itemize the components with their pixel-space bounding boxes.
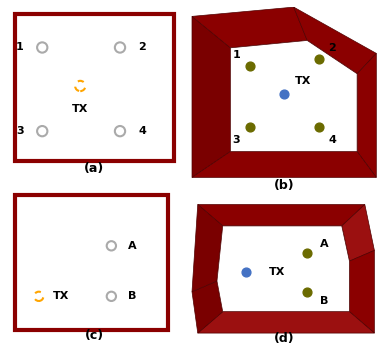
Point bbox=[316, 56, 322, 62]
Point bbox=[243, 269, 249, 275]
Polygon shape bbox=[192, 7, 307, 48]
Text: 3: 3 bbox=[232, 135, 240, 145]
Point bbox=[316, 125, 322, 130]
Point bbox=[304, 289, 310, 295]
Text: 3: 3 bbox=[16, 126, 23, 136]
Point bbox=[304, 251, 310, 256]
Point bbox=[117, 44, 123, 50]
Point bbox=[117, 128, 123, 134]
Text: (c): (c) bbox=[84, 329, 104, 342]
Text: 2: 2 bbox=[328, 43, 336, 53]
Polygon shape bbox=[217, 226, 349, 312]
Point bbox=[281, 91, 287, 97]
Text: (a): (a) bbox=[84, 162, 104, 175]
Polygon shape bbox=[198, 312, 374, 333]
Text: (d): (d) bbox=[274, 332, 295, 345]
Point bbox=[247, 63, 253, 69]
Text: (b): (b) bbox=[274, 179, 295, 192]
Polygon shape bbox=[192, 16, 230, 177]
Polygon shape bbox=[357, 53, 376, 177]
Polygon shape bbox=[198, 204, 365, 226]
Text: 4: 4 bbox=[328, 135, 336, 145]
Polygon shape bbox=[15, 14, 174, 161]
Text: 1: 1 bbox=[232, 50, 240, 60]
Text: B: B bbox=[128, 291, 136, 301]
Text: TX: TX bbox=[72, 104, 88, 114]
Point bbox=[108, 243, 114, 249]
Polygon shape bbox=[349, 250, 374, 333]
Point bbox=[39, 44, 45, 50]
Polygon shape bbox=[15, 195, 168, 330]
Polygon shape bbox=[230, 41, 357, 152]
Polygon shape bbox=[192, 152, 376, 177]
Point bbox=[108, 293, 114, 299]
Polygon shape bbox=[192, 281, 223, 333]
Text: 1: 1 bbox=[16, 42, 24, 52]
Text: 2: 2 bbox=[139, 42, 146, 52]
Polygon shape bbox=[342, 204, 374, 261]
Text: TX: TX bbox=[269, 267, 285, 277]
Text: B: B bbox=[320, 296, 329, 306]
Text: 4: 4 bbox=[139, 126, 146, 136]
Polygon shape bbox=[294, 7, 376, 74]
Point bbox=[77, 83, 83, 89]
Point bbox=[39, 128, 45, 134]
Text: TX: TX bbox=[53, 291, 70, 301]
Point bbox=[247, 125, 253, 130]
Polygon shape bbox=[192, 204, 223, 292]
Text: A: A bbox=[320, 239, 329, 249]
Point bbox=[36, 293, 42, 299]
Text: TX: TX bbox=[295, 76, 311, 86]
Text: A: A bbox=[128, 241, 136, 251]
